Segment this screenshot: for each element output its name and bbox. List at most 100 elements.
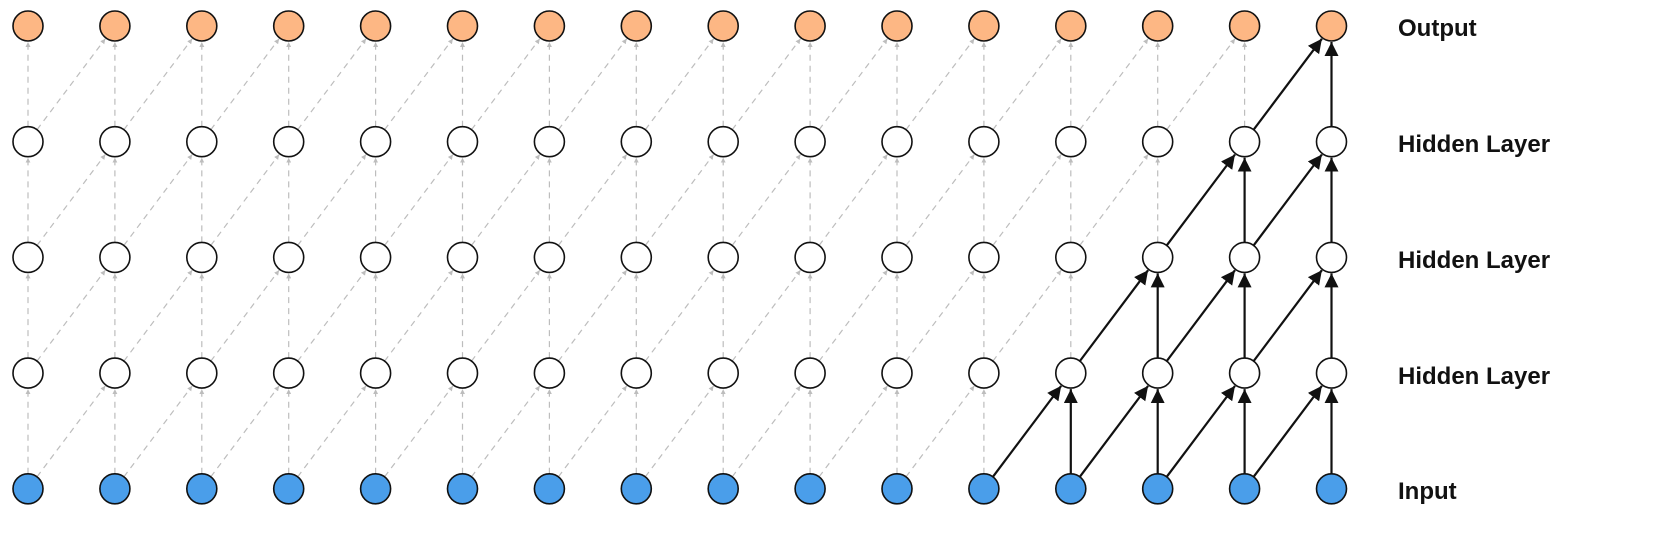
hidden-node xyxy=(1315,241,1348,274)
faint-edge-diagonal xyxy=(731,269,801,362)
layer-label-hidden-3: Hidden Layer xyxy=(1398,131,1550,158)
input-node xyxy=(272,472,305,505)
hidden-node xyxy=(272,241,305,274)
output-node xyxy=(1141,10,1174,42)
output-node xyxy=(1228,10,1261,42)
output-node xyxy=(1315,10,1348,42)
faint-edge-diagonal xyxy=(123,269,193,362)
hidden-node xyxy=(968,357,1000,389)
faint-edge-diagonal xyxy=(471,154,541,246)
hidden-node xyxy=(446,357,479,389)
input-node xyxy=(533,472,566,505)
layer-label-input: Input xyxy=(1398,478,1457,505)
faint-edge-diagonal xyxy=(1166,38,1236,131)
strong-edge-diagonal xyxy=(992,385,1063,478)
output-node xyxy=(272,10,305,42)
faint-edge-diagonal xyxy=(123,385,193,478)
faint-edge-diagonal xyxy=(36,38,106,131)
hidden-node xyxy=(359,357,392,389)
hidden-node xyxy=(968,241,1000,274)
strong-edge-diagonal xyxy=(1078,385,1149,478)
output-node xyxy=(620,10,653,42)
faint-edge-diagonal xyxy=(210,385,280,478)
neuron-grid xyxy=(12,10,1348,505)
faint-edge-diagonal xyxy=(557,269,628,362)
output-node xyxy=(707,10,740,42)
hidden-node xyxy=(1055,357,1087,389)
hidden-node xyxy=(186,125,218,158)
strong-edge-diagonal xyxy=(1252,38,1323,131)
hidden-node xyxy=(707,125,740,158)
hidden-node xyxy=(272,357,305,389)
faint-edge-diagonal xyxy=(818,269,888,362)
hidden-node xyxy=(533,241,566,274)
hidden-node xyxy=(99,357,131,389)
faint-edge-diagonal xyxy=(384,385,454,478)
faint-edge-diagonal xyxy=(471,269,541,362)
hidden-node xyxy=(707,357,740,389)
input-node xyxy=(446,472,479,505)
hidden-node xyxy=(794,125,826,158)
faint-edge-diagonal xyxy=(36,385,106,478)
input-node xyxy=(99,472,131,505)
hidden-node xyxy=(1228,241,1261,274)
output-node xyxy=(1055,10,1087,42)
hidden-node xyxy=(1315,357,1348,389)
faint-edge-diagonal xyxy=(818,154,888,246)
faint-edge-diagonal xyxy=(210,154,280,246)
faint-edge-diagonal xyxy=(471,385,541,478)
input-node xyxy=(881,472,913,505)
faint-edge-diagonal xyxy=(992,269,1062,362)
output-node xyxy=(533,10,566,42)
faint-edge-diagonal xyxy=(471,38,541,131)
output-node xyxy=(968,10,1000,42)
hidden-node xyxy=(533,125,566,158)
faint-edge-diagonal xyxy=(992,38,1062,131)
hidden-node xyxy=(620,241,653,274)
faint-edge-diagonal xyxy=(36,154,106,246)
output-node xyxy=(794,10,826,42)
faint-edge-diagonal xyxy=(731,38,801,131)
input-node xyxy=(12,472,44,505)
output-node xyxy=(359,10,392,42)
hidden-node xyxy=(12,357,44,389)
input-node xyxy=(1141,472,1174,505)
input-node xyxy=(1228,472,1261,505)
hidden-node xyxy=(446,125,479,158)
strong-edge-diagonal xyxy=(1252,153,1323,247)
hidden-node xyxy=(968,125,1000,158)
strong-edge-diagonal xyxy=(1165,269,1236,362)
faint-edge-diagonal xyxy=(384,38,454,131)
faint-edge-diagonal xyxy=(297,269,367,362)
faint-edge-diagonal xyxy=(297,154,367,246)
layer-label-output: Output xyxy=(1398,15,1477,42)
layer-label-hidden-2: Hidden Layer xyxy=(1398,247,1550,274)
input-node xyxy=(968,472,1000,505)
output-node xyxy=(881,10,913,42)
hidden-node xyxy=(1055,241,1087,274)
faint-edge-diagonal xyxy=(731,385,801,478)
hidden-node xyxy=(881,357,913,389)
input-node xyxy=(1315,472,1348,505)
hidden-node xyxy=(1315,125,1348,158)
faint-edge-diagonal xyxy=(210,269,280,362)
hidden-node xyxy=(881,125,913,158)
hidden-node xyxy=(12,241,44,274)
input-node xyxy=(359,472,392,505)
faint-edge-diagonal xyxy=(384,269,454,362)
input-node xyxy=(186,472,218,505)
faint-edge-diagonal xyxy=(644,154,715,246)
hidden-node xyxy=(533,357,566,389)
strong-edge-diagonal xyxy=(1252,385,1323,478)
strong-edge-diagonal xyxy=(1078,269,1149,362)
faint-edge-diagonal xyxy=(36,269,106,362)
faint-edge-diagonal xyxy=(905,269,975,362)
hidden-node xyxy=(881,241,913,274)
faint-edge-diagonal xyxy=(210,38,280,131)
input-node xyxy=(620,472,653,505)
hidden-node xyxy=(707,241,740,274)
faint-edge-diagonal xyxy=(1079,154,1149,246)
layer-label-hidden-1: Hidden Layer xyxy=(1398,363,1550,390)
hidden-node xyxy=(1055,125,1087,158)
input-node xyxy=(1055,472,1087,505)
